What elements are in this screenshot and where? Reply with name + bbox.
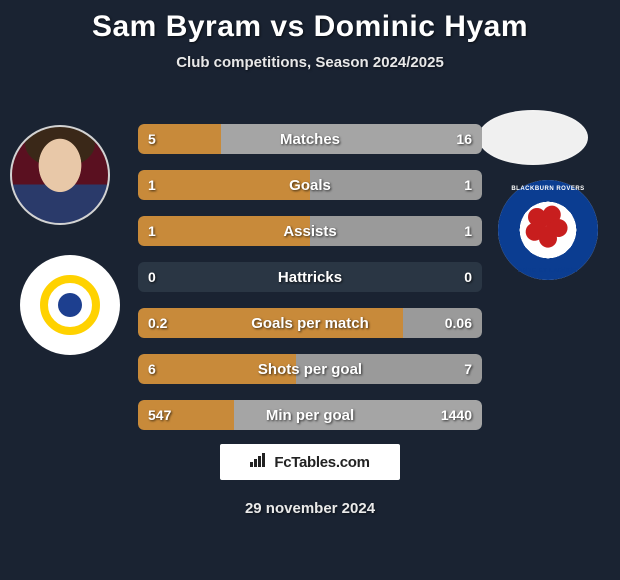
blackburn-badge-icon: BLACKBURN ROVERS ARTE ET LABORE [498,180,598,280]
stat-row: 11Assists [138,216,482,246]
comparison-title: Sam Byram vs Dominic Hyam [0,0,620,44]
stat-row: 00Hattricks [138,262,482,292]
stat-label: Assists [138,216,482,246]
leeds-badge-icon [40,275,100,335]
footer-date: 29 november 2024 [0,500,620,517]
stat-row: 11Goals [138,170,482,200]
comparison-subtitle: Club competitions, Season 2024/2025 [0,54,620,71]
stat-row: 5471440Min per goal [138,400,482,430]
stats-bars-container: 516Matches 11Goals 11Assists 00Hattricks 0.2… [138,124,482,446]
club-badge-left [20,255,120,355]
stat-label: Hattricks [138,262,482,292]
player-left-avatar [10,125,110,225]
stat-row: 0.20.06Goals per match [138,308,482,338]
stat-label: Matches [138,124,482,154]
rose-icon [528,208,568,248]
club-badge-right: BLACKBURN ROVERS ARTE ET LABORE [498,180,598,280]
stat-label: Goals [138,170,482,200]
stat-label: Goals per match [138,308,482,338]
site-logo: FcTables.com [220,444,400,480]
chart-icon [250,453,268,471]
player-left-face [12,127,108,223]
stat-row: 516Matches [138,124,482,154]
stat-row: 67Shots per goal [138,354,482,384]
stat-label: Shots per goal [138,354,482,384]
site-name: FcTables.com [274,454,369,471]
stat-label: Min per goal [138,400,482,430]
player-right-avatar [478,110,588,165]
